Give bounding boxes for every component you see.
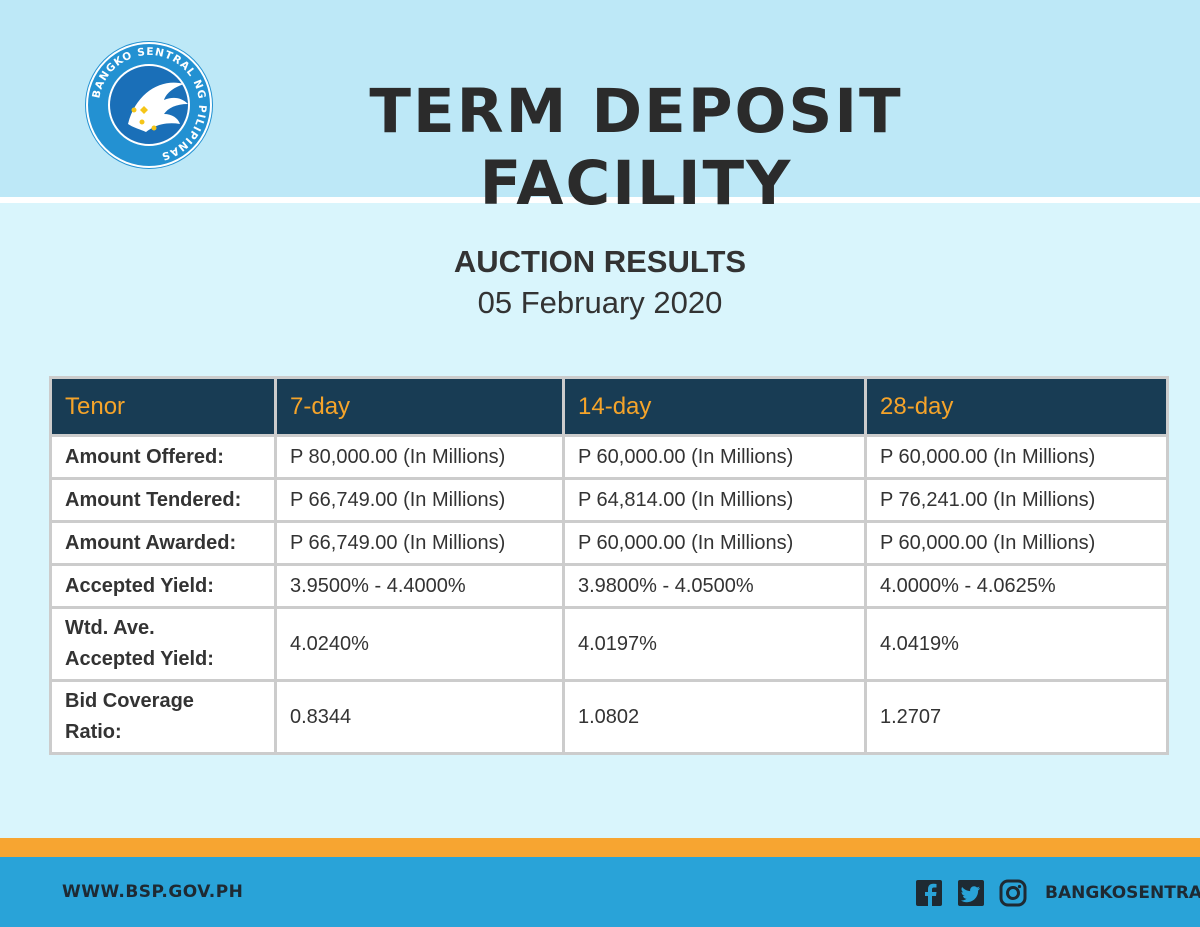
cell-7-day: 3.9500% - 4.4000% [274,563,565,609]
header-divider [0,197,1200,203]
table-row-amount-awarded: Amount Awarded: P 66,749.00 (In Millions… [49,520,1169,566]
row-label: Accepted Yield: [49,563,277,609]
bsp-seal-logo: BANGKO SENTRAL NG PILIPINAS [85,41,213,169]
facebook-icon[interactable] [915,878,943,908]
cell-28-day: P 60,000.00 (In Millions) [864,434,1169,480]
row-label: Amount Awarded: [49,520,277,566]
row-label: Amount Tendered: [49,477,277,523]
table-row-amount-tendered: Amount Tendered: P 66,749.00 (In Million… [49,477,1169,523]
row-label-line: Accepted Yield: [65,648,214,670]
social-handle[interactable]: BANGKOSENTRAL [1045,883,1200,903]
row-label-line: Bid Coverage [65,690,194,712]
row-label: Wtd. Ave. Accepted Yield: [49,606,277,682]
cell-28-day: 4.0000% - 4.0625% [864,563,1169,609]
cell-7-day: P 66,749.00 (In Millions) [274,477,565,523]
header-tenor: Tenor [49,376,277,437]
cell-14-day: P 60,000.00 (In Millions) [562,520,867,566]
row-label-line: Ratio: [65,721,122,743]
auction-results-table: Tenor 7-day 14-day 28-day Amount Offered… [49,376,1169,755]
cell-14-day: 4.0197% [562,606,867,682]
row-label: Bid Coverage Ratio: [49,679,277,755]
cell-7-day: 0.8344 [274,679,565,755]
row-label: Amount Offered: [49,434,277,480]
table-row-wtd-ave-accepted-yield: Wtd. Ave. Accepted Yield: 4.0240% 4.0197… [49,606,1169,682]
table-header-row: Tenor 7-day 14-day 28-day [49,376,1169,437]
cell-28-day: P 60,000.00 (In Millions) [864,520,1169,566]
instagram-icon[interactable] [999,878,1027,908]
page-title: TERM DEPOSIT FACILITY [369,76,903,219]
orange-accent-bar [0,838,1200,857]
cell-14-day: 3.9800% - 4.0500% [562,563,867,609]
cell-28-day: 4.0419% [864,606,1169,682]
cell-7-day: P 80,000.00 (In Millions) [274,434,565,480]
website-link[interactable]: WWW.BSP.GOV.PH [62,882,244,902]
cell-28-day: 1.2707 [864,679,1169,755]
cell-7-day: P 66,749.00 (In Millions) [274,520,565,566]
twitter-icon[interactable] [957,878,985,908]
cell-14-day: 1.0802 [562,679,867,755]
cell-14-day: P 64,814.00 (In Millions) [562,477,867,523]
table-row-bid-coverage-ratio: Bid Coverage Ratio: 0.8344 1.0802 1.2707 [49,679,1169,755]
auction-date: 05 February 2020 [477,285,723,320]
cell-28-day: P 76,241.00 (In Millions) [864,477,1169,523]
cell-7-day: 4.0240% [274,606,565,682]
table-row-amount-offered: Amount Offered: P 80,000.00 (In Millions… [49,434,1169,480]
header-28-day: 28-day [864,376,1169,437]
auction-results-heading: AUCTION RESULTS [453,244,747,279]
header-7-day: 7-day [274,376,565,437]
header-14-day: 14-day [562,376,867,437]
row-label-line: Wtd. Ave. [65,617,155,639]
cell-14-day: P 60,000.00 (In Millions) [562,434,867,480]
table-row-accepted-yield: Accepted Yield: 3.9500% - 4.4000% 3.9800… [49,563,1169,609]
